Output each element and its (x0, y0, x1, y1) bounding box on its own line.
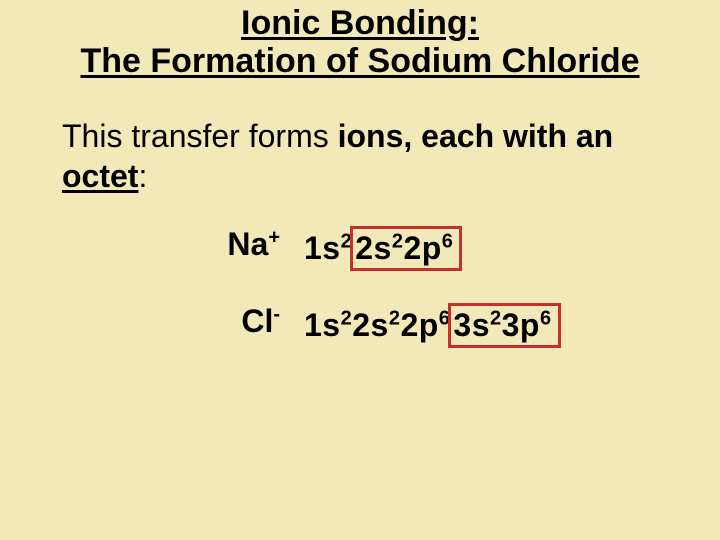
title-block: Ionic Bonding: The Formation of Sodium C… (20, 4, 700, 80)
ion-configs: Na+ 1s22s22p6 Cl- 1s22s22p63s23p6 (20, 226, 700, 348)
title-line-1: Ionic Bonding: (20, 4, 700, 42)
ion-symbol-cl: Cl- (170, 303, 280, 340)
title-line-2: The Formation of Sodium Chloride (20, 42, 700, 80)
octet-highlight: 3s23p6 (448, 303, 560, 348)
body-mid: each with an (412, 118, 613, 154)
electron-config-cl: 1s22s22p63s23p6 (304, 303, 561, 348)
cfg-plain: 1s22s22p6 (304, 307, 450, 343)
ion-symbol-na: Na+ (170, 226, 280, 263)
ions-word: ions, (338, 118, 413, 154)
body-text: This transfer forms ions, each with an o… (20, 116, 700, 196)
symbol: Cl (241, 303, 273, 339)
body-pre: This transfer forms (62, 118, 338, 154)
ion-row-cl: Cl- 1s22s22p63s23p6 (170, 303, 700, 348)
ion-row-na: Na+ 1s22s22p6 (170, 226, 700, 271)
octet-word: octet (62, 158, 138, 194)
slide: Ionic Bonding: The Formation of Sodium C… (0, 0, 720, 540)
charge: + (268, 227, 280, 249)
octet-highlight: 2s22p6 (350, 226, 462, 271)
charge: - (273, 304, 280, 326)
body-post: : (138, 158, 147, 194)
symbol: Na (227, 226, 268, 262)
electron-config-na: 1s22s22p6 (304, 226, 462, 271)
cfg-plain: 1s2 (304, 230, 352, 266)
